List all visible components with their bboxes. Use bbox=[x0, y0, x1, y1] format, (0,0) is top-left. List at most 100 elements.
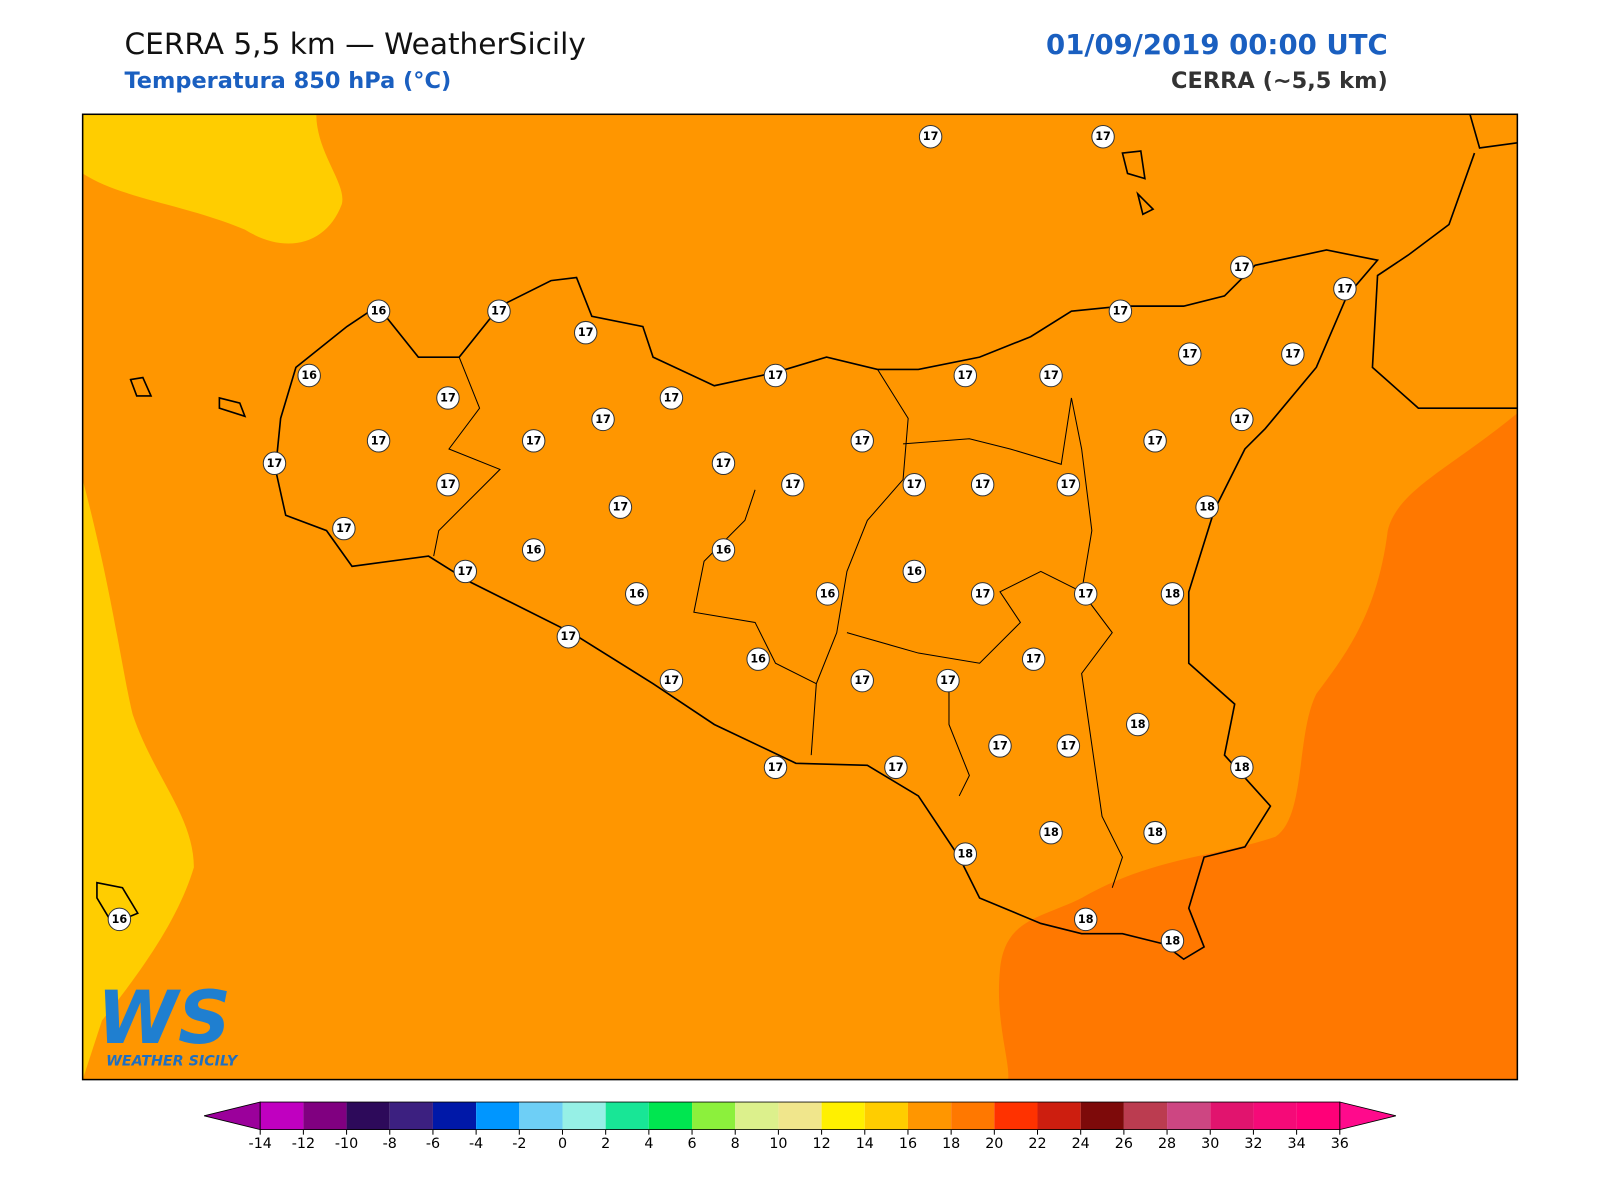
point-marker bbox=[1333, 277, 1357, 301]
point-value: 16 bbox=[629, 587, 645, 600]
point-marker bbox=[918, 125, 943, 149]
colorbar: -14 -12 -10 -8 -6 -4 -2 0 2 4 6 8 10 12 14 16 18 20 22 24 26… bbox=[203, 1101, 1397, 1152]
point-marker bbox=[763, 755, 788, 780]
point-value: 16 bbox=[820, 587, 836, 600]
point-value: 18 bbox=[1147, 826, 1163, 839]
point: 17 bbox=[1056, 472, 1081, 497]
point-value: 16 bbox=[371, 305, 387, 318]
point-marker bbox=[763, 363, 788, 388]
point-marker bbox=[1281, 342, 1305, 366]
point-value: 17 bbox=[1043, 369, 1059, 382]
point-value: 17 bbox=[768, 761, 784, 774]
colorbar-tick-label: -14 bbox=[249, 1136, 272, 1152]
colorbar-bin bbox=[260, 1102, 304, 1130]
point-value: 18 bbox=[1199, 501, 1215, 514]
point-value: 16 bbox=[301, 369, 317, 382]
point: 17 bbox=[884, 755, 908, 780]
point-marker bbox=[1230, 755, 1254, 780]
point-value: 17 bbox=[1113, 305, 1129, 318]
model-label: CERRA (~5,5 km) bbox=[1171, 68, 1388, 94]
point-value: 17 bbox=[716, 457, 732, 470]
point-value: 18 bbox=[1130, 718, 1146, 731]
point-marker bbox=[1143, 820, 1167, 845]
colorbar-bin bbox=[692, 1102, 736, 1130]
map: 17 17 16 17 17 16 17 17 17 17 17 17 17 17 17 17 17 17 17 17… bbox=[82, 114, 1518, 1080]
point: 17 bbox=[573, 320, 598, 345]
point: 17 bbox=[487, 299, 511, 323]
point-value: 17 bbox=[1234, 413, 1250, 426]
colorbar-tick-label: -2 bbox=[512, 1136, 526, 1152]
point-value: 18 bbox=[1165, 934, 1181, 947]
point-value: 17 bbox=[1061, 478, 1077, 491]
colorbar-bin bbox=[519, 1102, 563, 1130]
point-marker bbox=[1160, 929, 1185, 953]
colorbar-bin bbox=[951, 1102, 995, 1130]
colorbar-bin bbox=[605, 1102, 649, 1130]
point: 17 bbox=[970, 472, 995, 497]
point: 17 bbox=[988, 734, 1012, 758]
point-value: 17 bbox=[561, 630, 577, 643]
colorbar-bin bbox=[476, 1102, 520, 1130]
colorbar-bin bbox=[346, 1102, 390, 1130]
point: 17 bbox=[1073, 582, 1098, 606]
logo-mark: WS bbox=[97, 976, 231, 1061]
point: 17 bbox=[659, 386, 684, 410]
colorbar-bin bbox=[1253, 1102, 1297, 1130]
field-14-16 bbox=[82, 479, 194, 1080]
point-marker bbox=[936, 668, 960, 693]
point-marker bbox=[902, 472, 927, 497]
point-value: 18 bbox=[957, 848, 973, 861]
colorbar-tick-label: 34 bbox=[1288, 1136, 1306, 1152]
colorbar-bin bbox=[432, 1102, 477, 1130]
point-value: 17 bbox=[854, 674, 870, 687]
point-value: 16 bbox=[716, 544, 732, 557]
point-marker bbox=[1230, 407, 1254, 432]
point: 17 bbox=[902, 472, 927, 497]
point: 18 bbox=[953, 842, 978, 866]
point: 16 bbox=[815, 582, 840, 606]
point-marker bbox=[711, 538, 736, 562]
colorbar-tick-label: 24 bbox=[1072, 1136, 1090, 1152]
point-marker bbox=[107, 907, 132, 932]
point-value: 17 bbox=[957, 369, 973, 382]
point-value: 17 bbox=[1285, 348, 1301, 361]
point-value: 16 bbox=[526, 544, 542, 557]
point-marker bbox=[573, 320, 598, 345]
province-borders bbox=[433, 356, 1123, 888]
colorbar-tick-label: 14 bbox=[856, 1136, 874, 1152]
point-value: 17 bbox=[664, 674, 680, 687]
point-marker bbox=[781, 472, 805, 497]
colorbar-tick-label: 30 bbox=[1201, 1136, 1219, 1152]
point: 17 bbox=[591, 407, 615, 432]
point: 17 bbox=[262, 451, 287, 475]
point-marker bbox=[659, 668, 684, 693]
point: 17 bbox=[918, 125, 943, 149]
colorbar-tick-label: 20 bbox=[985, 1136, 1003, 1152]
point: 17 bbox=[763, 755, 788, 780]
point: 16 bbox=[521, 538, 546, 562]
point-marker bbox=[953, 363, 978, 388]
point: 18 bbox=[1195, 495, 1219, 519]
point: 18 bbox=[1126, 712, 1150, 737]
point-value: 17 bbox=[440, 391, 456, 404]
point-value: 18 bbox=[1165, 587, 1181, 600]
point: 18 bbox=[1160, 929, 1185, 953]
colorbar-tick-label: -10 bbox=[335, 1136, 358, 1152]
point-value: 17 bbox=[854, 434, 870, 447]
point-value: 17 bbox=[888, 761, 904, 774]
field-14-16 bbox=[82, 114, 343, 244]
point-marker bbox=[1143, 429, 1167, 453]
point-value: 17 bbox=[1337, 282, 1353, 295]
point: 17 bbox=[1230, 407, 1254, 432]
point: 17 bbox=[1021, 647, 1046, 671]
point-marker bbox=[1021, 647, 1046, 671]
point-marker bbox=[884, 755, 908, 780]
colorbar-bin bbox=[994, 1102, 1038, 1130]
point: 18 bbox=[1143, 820, 1167, 845]
point-value: 17 bbox=[457, 565, 473, 578]
point-value: 17 bbox=[940, 674, 956, 687]
datetime: 01/09/2019 00:00 UTC bbox=[1046, 29, 1388, 61]
point-marker bbox=[262, 451, 287, 475]
point-value: 16 bbox=[750, 653, 766, 666]
